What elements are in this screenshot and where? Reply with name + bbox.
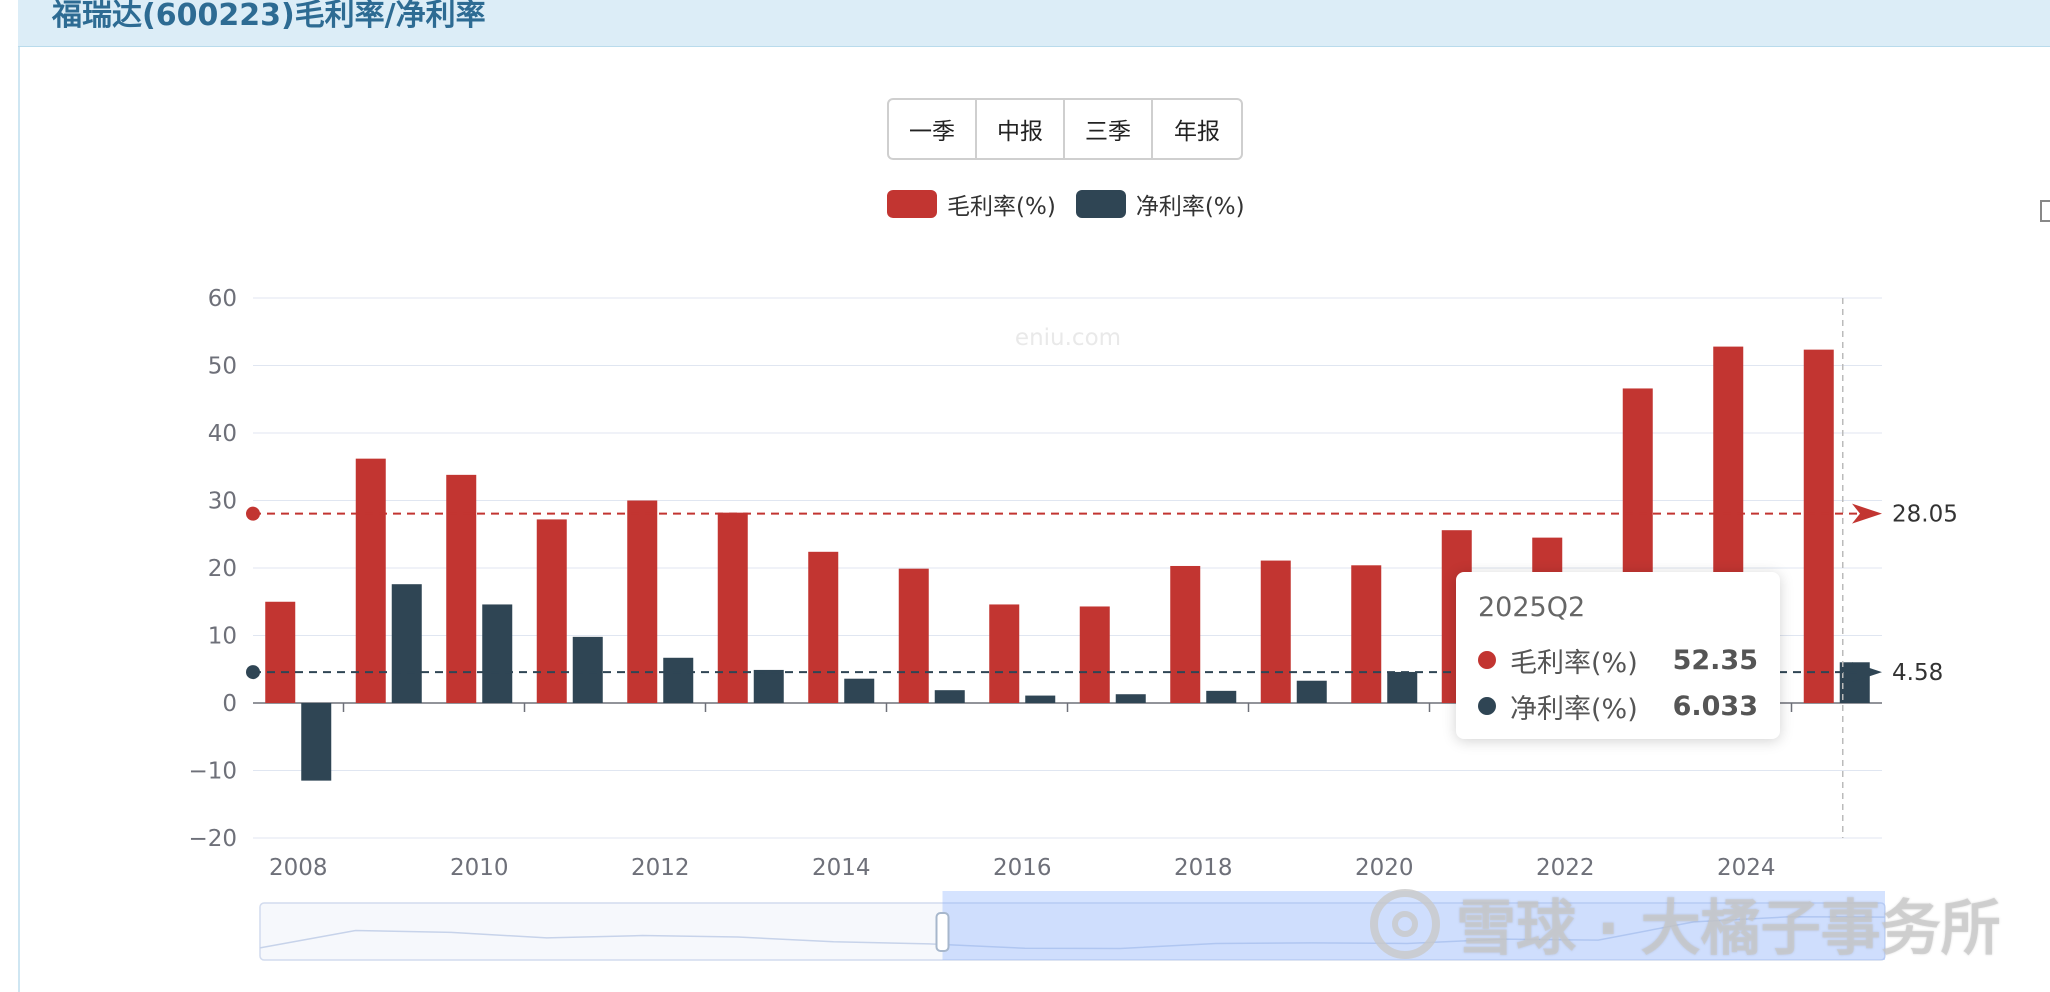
y-tick-label: 50 xyxy=(208,354,237,380)
x-tick-label: 2008 xyxy=(269,855,328,881)
bar-gross-margin xyxy=(808,551,839,703)
legend-gross-margin-label: 毛利率(%) xyxy=(947,194,1056,220)
period-half-year-button[interactable]: 中报 xyxy=(977,100,1065,158)
y-tick-label: −10 xyxy=(188,759,237,785)
chart-tooltip: 2025Q2 毛利率(%) 52.35 净利率(%) 6.033 xyxy=(1456,572,1780,739)
y-tick-label: 0 xyxy=(222,691,237,717)
markline-net-start-dot xyxy=(246,665,260,680)
datazoom-track xyxy=(259,902,1886,961)
x-tick-label: 2020 xyxy=(1355,855,1414,881)
tooltip-net-value: 6.033 xyxy=(1672,690,1758,722)
bar-gross-margin xyxy=(355,458,386,703)
datazoom-handle-left[interactable] xyxy=(935,912,950,952)
x-tick-label: 2022 xyxy=(1536,855,1595,881)
bar-net-margin xyxy=(1206,690,1237,703)
bar-gross-margin xyxy=(1803,349,1834,703)
bar-net-margin xyxy=(572,636,603,703)
title-bar: 福瑞达(600223)毛利率/净利率 xyxy=(18,0,2050,47)
bar-gross-margin xyxy=(446,474,477,703)
page-title: 福瑞达(600223)毛利率/净利率 xyxy=(52,0,486,33)
period-annual-button[interactable]: 年报 xyxy=(1174,119,1220,145)
bar-net-margin xyxy=(844,678,875,703)
bar-net-margin xyxy=(663,657,694,703)
bar-net-margin xyxy=(753,669,784,703)
bar-net-margin xyxy=(301,703,332,781)
x-tick-label: 2012 xyxy=(631,855,690,881)
bar-gross-margin xyxy=(1079,606,1110,703)
bar-net-margin xyxy=(482,604,513,703)
markline-net-arrow xyxy=(1852,662,1882,683)
legend-gross-margin-swatch xyxy=(887,190,937,218)
xueqiu-watermark: 雪球 · 大橘子事务所 xyxy=(1370,880,2001,967)
bar-net-margin xyxy=(1387,671,1418,703)
x-tick-label: 2010 xyxy=(450,855,509,881)
y-tick-label: 40 xyxy=(208,421,237,447)
xueqiu-logo-icon xyxy=(1370,888,1440,959)
bar-net-margin xyxy=(934,690,965,703)
tooltip-row-net: 净利率(%) 6.033 xyxy=(1478,683,1758,729)
legend-gross-margin[interactable]: 毛利率(%) xyxy=(887,187,1056,221)
bar-net-margin xyxy=(1025,695,1056,703)
bar-gross-margin xyxy=(717,512,748,703)
bar-gross-margin xyxy=(898,568,929,703)
bar-net-margin xyxy=(1115,694,1146,703)
tooltip-gross-value: 52.35 xyxy=(1672,644,1758,676)
bar-gross-margin xyxy=(627,500,658,703)
x-tick-label: 2016 xyxy=(993,855,1052,881)
x-tick-label: 2014 xyxy=(812,855,871,881)
tooltip-gross-dot xyxy=(1478,651,1496,669)
bar-gross-margin xyxy=(1260,560,1291,703)
y-tick-label: 30 xyxy=(208,489,237,515)
legend-net-margin-label: 净利率(%) xyxy=(1135,194,1245,220)
period-q1-button[interactable]: 一季 xyxy=(889,100,977,158)
tooltip-title: 2025Q2 xyxy=(1478,592,1586,623)
x-tick-label: 2018 xyxy=(1174,855,1233,881)
period-selector: 一季 中报 三季 年报 xyxy=(887,98,1243,160)
bar-gross-margin xyxy=(989,604,1020,703)
legend-net-margin-swatch xyxy=(1075,190,1126,218)
y-tick-label: −20 xyxy=(188,826,237,852)
bar-net-margin xyxy=(391,584,422,703)
y-tick-label: 60 xyxy=(208,286,237,312)
bar-gross-margin xyxy=(1170,565,1201,703)
bar-gross-margin xyxy=(536,519,567,703)
tooltip-net-name: 净利率(%) xyxy=(1510,693,1638,725)
period-q3-button[interactable]: 三季 xyxy=(1065,100,1153,158)
bar-net-margin xyxy=(1296,680,1327,703)
x-tick-label: 2024 xyxy=(1717,855,1776,881)
markline-net-label: 4.58 xyxy=(1892,660,1943,686)
y-tick-label: 10 xyxy=(208,624,237,650)
datazoom-preview-line xyxy=(259,916,1886,950)
markline-gross-label: 28.05 xyxy=(1892,502,1958,528)
tooltip-gross-name: 毛利率(%) xyxy=(1510,647,1638,679)
y-tick-label: 20 xyxy=(208,556,237,582)
tooltip-net-dot xyxy=(1478,697,1496,715)
toolbox-icon[interactable] xyxy=(2040,200,2050,222)
markline-gross-arrow xyxy=(1852,503,1882,524)
xueqiu-watermark-text: 雪球 · 大橘子事务所 xyxy=(1456,894,2001,964)
bar-gross-margin xyxy=(265,601,296,703)
markline-gross-start-dot xyxy=(246,506,260,521)
tooltip-row-gross: 毛利率(%) 52.35 xyxy=(1478,637,1758,683)
bar-gross-margin xyxy=(1351,565,1382,703)
chart-legend: 毛利率(%) 净利率(%) xyxy=(887,187,1265,221)
chart-watermark: eniu.com xyxy=(1015,325,1121,351)
legend-net-margin[interactable]: 净利率(%) xyxy=(1075,187,1245,221)
